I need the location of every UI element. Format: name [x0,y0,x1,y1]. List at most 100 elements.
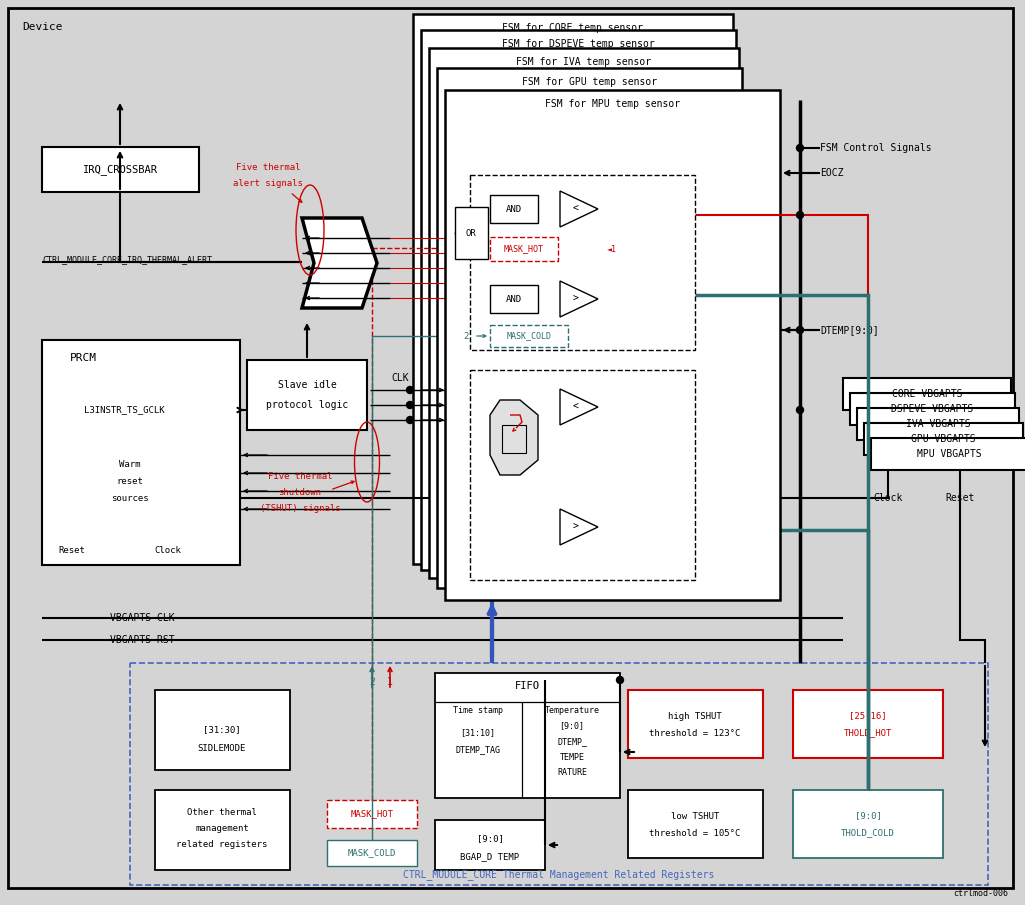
Polygon shape [560,281,598,317]
Text: related registers: related registers [176,840,268,849]
Text: PRCM: PRCM [70,353,97,363]
Bar [871,438,1025,470]
Circle shape [407,416,413,424]
Bar [130,663,988,885]
Text: DTEMP_: DTEMP_ [557,738,587,747]
Bar [435,820,545,870]
Text: AND: AND [506,205,522,214]
Text: Five thermal: Five thermal [268,472,332,481]
Text: protocol logic: protocol logic [265,400,349,410]
Polygon shape [560,509,598,545]
Polygon shape [302,218,377,308]
Text: >: > [573,294,579,304]
Text: Slave idle: Slave idle [278,380,336,390]
Bar [445,90,780,600]
Bar [470,175,695,350]
Text: MASK_COLD: MASK_COLD [347,849,397,858]
Text: THOLD_HOT: THOLD_HOT [844,729,892,738]
Circle shape [796,406,804,414]
Text: Clock: Clock [873,493,903,503]
Text: >: > [573,522,579,532]
Text: DTEMP[9:0]: DTEMP[9:0] [820,325,878,335]
Text: Device: Device [22,22,63,32]
Text: GPU VBGAPTS: GPU VBGAPTS [911,434,976,444]
Circle shape [594,406,602,414]
Text: high TSHUT: high TSHUT [668,711,722,720]
Text: <: < [573,402,579,412]
Text: CLK: CLK [392,373,409,383]
Text: Other thermal: Other thermal [187,807,257,816]
Circle shape [407,402,413,408]
Text: FSM for MPU temp sensor: FSM for MPU temp sensor [545,99,680,109]
Bar [843,378,1011,410]
Circle shape [594,527,602,534]
Text: Reset: Reset [945,493,975,503]
Text: OR: OR [465,228,477,237]
Text: FSM for IVA temp sensor: FSM for IVA temp sensor [517,57,652,67]
Bar [628,690,763,758]
Text: CTRL_MODULE_CORE_IRQ_THERMAL_ALERT: CTRL_MODULE_CORE_IRQ_THERMAL_ALERT [42,255,212,264]
Text: Time stamp: Time stamp [453,706,503,715]
Bar [850,393,1015,425]
Bar [247,360,367,430]
Text: ◄1: ◄1 [607,244,617,253]
Text: [9:0]: [9:0] [477,834,503,843]
Text: Warm: Warm [119,460,140,469]
Text: AND: AND [506,294,522,303]
Text: 2: 2 [463,331,468,340]
Text: FSM for DSPEVE temp sensor: FSM for DSPEVE temp sensor [502,39,655,49]
Bar [413,14,733,564]
Text: Clock: Clock [155,546,181,555]
Bar [490,195,538,223]
Bar [490,285,538,313]
Text: management: management [195,824,249,833]
Text: 2: 2 [369,677,375,687]
Text: DTEMP_TAG: DTEMP_TAG [455,746,500,755]
Text: IRQ_CROSSBAR: IRQ_CROSSBAR [82,165,158,176]
Bar [490,325,568,347]
Bar [793,790,943,858]
Circle shape [796,145,804,151]
Bar [864,423,1023,455]
Text: MPU VBGAPTS: MPU VBGAPTS [916,449,981,459]
Text: Five thermal: Five thermal [236,164,300,173]
Bar [628,790,763,858]
Text: [31:10]: [31:10] [460,729,495,738]
Polygon shape [560,191,598,227]
Bar [42,147,199,192]
Circle shape [594,214,602,221]
Text: shutdown: shutdown [279,488,322,497]
Text: FIFO: FIFO [515,681,539,691]
Polygon shape [490,400,538,475]
Text: VBGAPTS RST: VBGAPTS RST [110,635,174,645]
Text: FSM Control Signals: FSM Control Signals [820,143,932,153]
Text: [9:0]: [9:0] [855,812,881,821]
Text: [9:0]: [9:0] [560,721,584,730]
Text: sources: sources [111,493,149,502]
Bar [455,207,488,259]
Text: BGAP_D TEMP: BGAP_D TEMP [460,853,520,862]
Text: low TSHUT: low TSHUT [670,812,720,821]
Circle shape [796,327,804,334]
Circle shape [616,677,623,683]
Text: 1: 1 [387,677,393,687]
Text: threshold = 105°C: threshold = 105°C [649,828,741,837]
Bar [490,237,558,261]
Circle shape [594,327,602,334]
Bar [421,30,736,570]
Bar [793,690,943,758]
Text: MASK_COLD: MASK_COLD [506,331,551,340]
Text: THOLD_COLD: THOLD_COLD [842,828,895,837]
Text: FSM for GPU temp sensor: FSM for GPU temp sensor [522,77,657,87]
Text: Temperature: Temperature [544,706,600,715]
Text: L3INSTR_TS_GCLK: L3INSTR_TS_GCLK [84,405,165,414]
Text: ctrlmod-006: ctrlmod-006 [953,889,1008,898]
Text: [25:16]: [25:16] [849,711,887,720]
Text: SIDLEMODE: SIDLEMODE [198,744,246,752]
Bar [327,840,417,866]
Polygon shape [560,389,598,425]
Text: DSPEVE VBGAPTS: DSPEVE VBGAPTS [892,404,974,414]
Circle shape [796,212,804,218]
Bar [155,790,290,870]
Bar [429,48,739,578]
